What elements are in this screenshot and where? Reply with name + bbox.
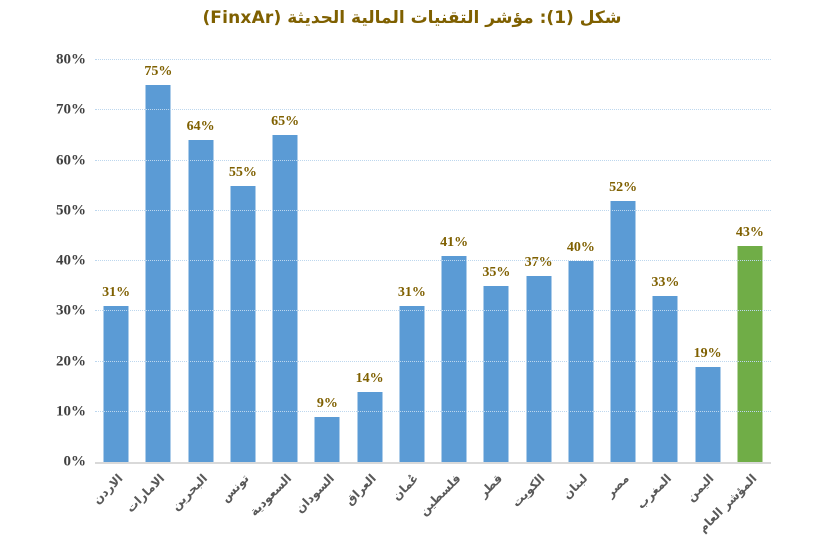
bar <box>103 306 129 462</box>
plot-area: 31% الاردن 75% الامارات 64% البحرين 55% تونس 65%… <box>90 59 771 536</box>
category-label: السعودية <box>246 471 295 519</box>
bar-value-label: 40% <box>566 240 595 255</box>
bar <box>357 391 383 462</box>
bar <box>737 245 763 462</box>
bar-value-label: 14% <box>355 370 384 386</box>
bar <box>441 255 467 462</box>
gridline <box>95 109 771 111</box>
bar-value-label: 33% <box>651 275 680 291</box>
category-label: قطر <box>476 471 506 501</box>
category-label: فلسطين <box>416 471 464 519</box>
bar-slot: 35% قطر <box>475 60 517 501</box>
bar-slot: 37% الكويت <box>509 60 560 510</box>
bar-value-label: 37% <box>524 255 553 271</box>
gridline <box>95 159 771 161</box>
category-label: مصر <box>603 471 633 501</box>
y-axis-tick: 80% <box>56 51 86 68</box>
category-label: الكويت <box>509 471 548 510</box>
bar-slot: 52% مصر <box>602 60 644 500</box>
bar-value-label: 55% <box>228 164 257 180</box>
y-axis-tick: 40% <box>56 252 86 269</box>
y-axis-tick: 70% <box>56 101 86 118</box>
gridline <box>95 310 771 312</box>
bar-value-label: 64% <box>186 119 215 135</box>
bar-slot: 43% المؤشر العام <box>695 60 771 535</box>
bar <box>568 261 594 462</box>
gridline <box>95 59 771 60</box>
bars-row: 31% الاردن 75% الامارات 64% البحرين 55% تونس 65%… <box>90 60 771 536</box>
bar <box>526 276 552 462</box>
bar-value-label: 65% <box>271 114 300 130</box>
bar-slot: 55% تونس <box>218 60 264 505</box>
bar <box>272 135 298 462</box>
bar-value-label: 31% <box>397 285 426 301</box>
chart-title: شكل (1): مؤشر التقنيات المالية الحديثة (… <box>202 8 622 28</box>
bar-value-label: 35% <box>482 265 511 281</box>
bar <box>483 286 509 462</box>
gridline <box>95 260 771 261</box>
bar-slot: 14% العراق <box>342 60 391 508</box>
bar-value-label: 9% <box>316 395 338 411</box>
category-label: الامارات <box>123 471 168 516</box>
category-label: لبنان <box>559 471 591 502</box>
bar-slot: 75% الامارات <box>124 60 179 516</box>
bar <box>145 85 171 462</box>
bar-slot: 31% الاردن <box>90 60 137 507</box>
bar <box>695 366 721 462</box>
y-axis: 0% 10% 20% 30% 40% 50% 60% 70% 80% <box>0 52 86 469</box>
y-axis-tick: 60% <box>56 152 86 168</box>
bar-value-label: 31% <box>102 285 131 301</box>
y-axis-tick: 10% <box>56 403 86 420</box>
bar-slot: 64% البحرين <box>168 60 222 513</box>
bar-slot: 31% عُمان <box>389 60 433 503</box>
category-label: المغرب <box>634 471 675 512</box>
bar <box>399 306 425 462</box>
bar <box>610 200 636 462</box>
category-label: العراق <box>342 471 379 508</box>
bar <box>230 185 256 462</box>
y-axis-tick: 20% <box>56 353 86 369</box>
bar-value-label: 41% <box>440 234 469 250</box>
bar <box>314 416 340 462</box>
y-axis-tick: 50% <box>56 202 86 219</box>
bar-slot: 65% السعودية <box>247 60 306 519</box>
gridline <box>95 360 771 362</box>
gridline <box>95 209 771 211</box>
gridline <box>95 410 771 412</box>
bar-slot: 40% لبنان <box>560 60 602 502</box>
bar-slot: 9% السودان <box>292 60 348 516</box>
bar-slot: 33% المغرب <box>634 60 686 512</box>
bar-value-label: 19% <box>693 345 722 361</box>
category-label: اليمن <box>684 471 717 505</box>
bar-value-label: 43% <box>735 224 764 240</box>
bar <box>188 140 214 462</box>
y-axis-tick: 30% <box>56 302 86 319</box>
category-label: البحرين <box>168 471 210 513</box>
bar <box>652 296 678 462</box>
y-axis-tick: 0% <box>63 453 87 470</box>
bar-value-label: 75% <box>144 64 173 80</box>
bar-value-label: 52% <box>609 179 638 195</box>
category-label: السودان <box>292 471 337 516</box>
category-label: تونس <box>218 471 253 505</box>
bar-slot: 19% اليمن <box>684 60 729 504</box>
category-label: عُمان <box>389 471 422 504</box>
category-label: الاردن <box>89 471 126 507</box>
bar-slot: 41% فلسطين <box>416 60 475 518</box>
